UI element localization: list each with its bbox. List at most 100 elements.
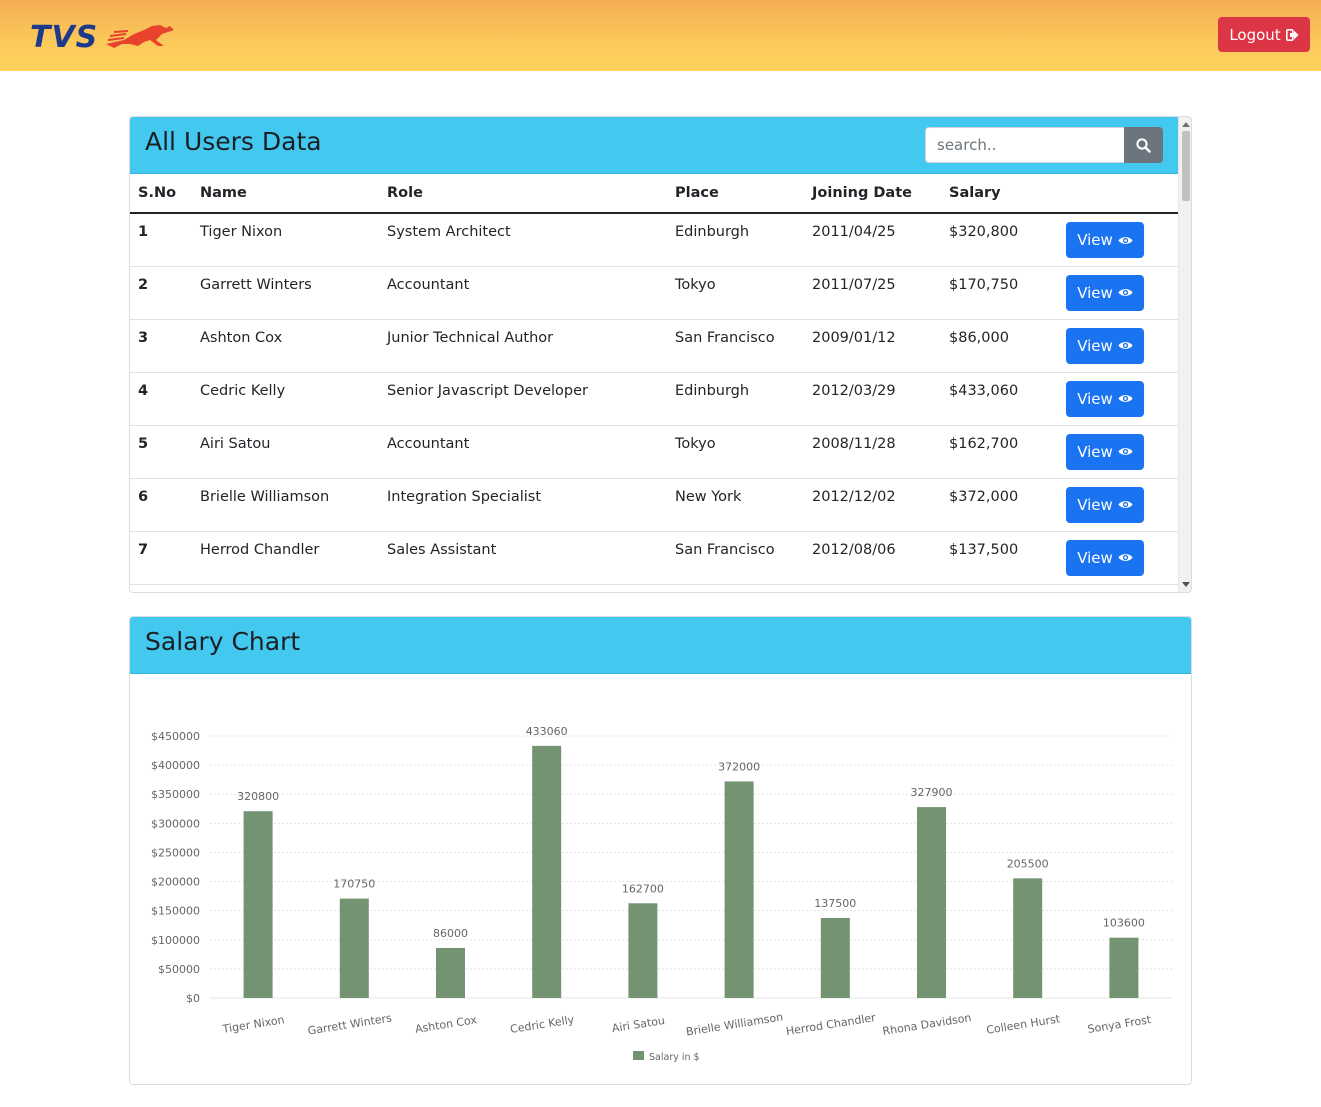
cell-empty (941, 584, 1058, 592)
view-label: View (1077, 495, 1113, 514)
col-header-name: Name (192, 174, 379, 214)
cell-name: Ashton Cox (192, 319, 379, 373)
cell-actions (1058, 584, 1178, 594)
x-tick-label: Herrod Chandler (785, 1011, 877, 1038)
cell-place: San Francisco (667, 319, 804, 373)
y-tick-label: $0 (186, 992, 200, 1005)
navbar: TVS Logout (0, 0, 1321, 71)
eye-icon (1118, 236, 1133, 244)
table-row (130, 584, 1178, 594)
cell-sno: 5 (130, 425, 192, 479)
data-label: 433060 (526, 725, 568, 738)
x-tick-label: Tiger Nixon (221, 1013, 286, 1036)
logout-button[interactable]: Logout (1218, 17, 1310, 52)
cell-actions: View (1058, 531, 1178, 585)
bar (532, 745, 562, 998)
data-label: 170750 (333, 878, 375, 891)
cell-name: Cedric Kelly (192, 372, 379, 426)
cell-date: 2009/01/12 (804, 319, 941, 373)
search-input[interactable] (925, 127, 1124, 163)
table-scrollbar[interactable] (1178, 117, 1191, 592)
eye-icon (1118, 448, 1133, 455)
bar (243, 811, 273, 998)
legend-swatch (633, 1051, 644, 1060)
cell-role: System Architect (379, 213, 667, 267)
cell-actions: View (1058, 319, 1178, 373)
view-label: View (1077, 231, 1113, 249)
users-card-header: All Users Data (130, 117, 1191, 174)
y-tick-label: $100000 (151, 934, 200, 947)
sign-out-icon (1285, 28, 1299, 41)
bar (628, 903, 658, 998)
users-table-scroll[interactable]: S.No Name Role Place Joining Date Salary… (130, 174, 1178, 594)
x-tick-label: Cedric Kelly (509, 1013, 575, 1036)
data-label: 327900 (911, 786, 953, 799)
eye-icon (1118, 289, 1133, 296)
view-label: View (1077, 442, 1113, 461)
bar (1013, 878, 1043, 998)
x-tick-label: Brielle Williamson (685, 1010, 784, 1038)
cell-role: Accountant (379, 266, 667, 320)
view-button[interactable]: View (1066, 274, 1144, 311)
table-row: 7 Herrod Chandler Sales Assistant San Franc… (130, 531, 1178, 585)
bar (339, 898, 369, 998)
table-row: 2 Garrett Winters Accountant Tokyo 2011/07/2… (130, 266, 1178, 320)
cell-name: Garrett Winters (192, 266, 379, 320)
view-button[interactable]: View (1066, 380, 1144, 417)
cell-sno: 4 (130, 372, 192, 426)
search-button[interactable] (1124, 127, 1163, 163)
y-tick-label: $400000 (151, 759, 200, 772)
cell-salary: $170,750 (941, 266, 1058, 320)
cell-actions: View (1058, 372, 1178, 426)
scroll-thumb[interactable] (1182, 131, 1190, 201)
cell-empty (379, 584, 667, 592)
cell-name: Brielle Williamson (192, 478, 379, 532)
data-label: 137500 (814, 897, 856, 910)
cell-name: Airi Satou (192, 425, 379, 479)
cell-salary: $137,500 (941, 531, 1058, 585)
cell-salary: $372,000 (941, 478, 1058, 532)
cell-role: Integration Specialist (379, 478, 667, 532)
table-row: 1 Tiger Nixon System Architect Edinburgh 201… (130, 213, 1178, 267)
cell-empty (192, 584, 379, 592)
y-tick-label: $350000 (151, 788, 200, 801)
cell-place: San Francisco (667, 531, 804, 585)
view-button[interactable] (1066, 593, 1144, 594)
bar (1109, 937, 1139, 998)
cell-place: Tokyo (667, 425, 804, 479)
eye-icon (1118, 342, 1133, 349)
cell-actions: View (1058, 478, 1178, 532)
view-button[interactable]: View (1066, 486, 1144, 523)
bar (436, 947, 465, 998)
cell-role: Junior Technical Author (379, 319, 667, 373)
view-button[interactable]: View (1066, 433, 1144, 470)
cell-date: 2008/11/28 (804, 425, 941, 479)
cell-date: 2012/12/02 (804, 478, 941, 532)
view-button[interactable]: View (1066, 222, 1144, 258)
view-label: View (1077, 389, 1113, 408)
cell-name: Tiger Nixon (192, 213, 379, 267)
cell-sno: 2 (130, 266, 192, 320)
y-tick-label: $450000 (151, 730, 200, 743)
view-label: View (1077, 548, 1113, 567)
view-button[interactable]: View (1066, 327, 1144, 364)
cell-date: 2012/08/06 (804, 531, 941, 585)
scroll-up-arrow-icon[interactable] (1182, 122, 1190, 127)
cell-empty (667, 584, 804, 592)
view-button[interactable]: View (1066, 539, 1144, 576)
cell-date: 2011/04/25 (804, 213, 941, 267)
cell-salary: $320,800 (941, 213, 1058, 267)
cell-sno: 3 (130, 319, 192, 373)
search-group (925, 127, 1163, 163)
cell-sno: 6 (130, 478, 192, 532)
view-label: View (1077, 336, 1113, 355)
tvs-logo[interactable]: TVS (30, 20, 176, 55)
cell-date: 2011/07/25 (804, 266, 941, 320)
cell-actions: View (1058, 213, 1178, 267)
scroll-down-arrow-icon[interactable] (1182, 582, 1190, 587)
col-header-role: Role (379, 174, 667, 214)
legend-label: Salary in $ (649, 1052, 700, 1063)
table-header-row: S.No Name Role Place Joining Date Salary (130, 174, 1178, 214)
x-tick-label: Ashton Cox (414, 1013, 478, 1036)
chart-card-title: Salary Chart (145, 627, 301, 656)
